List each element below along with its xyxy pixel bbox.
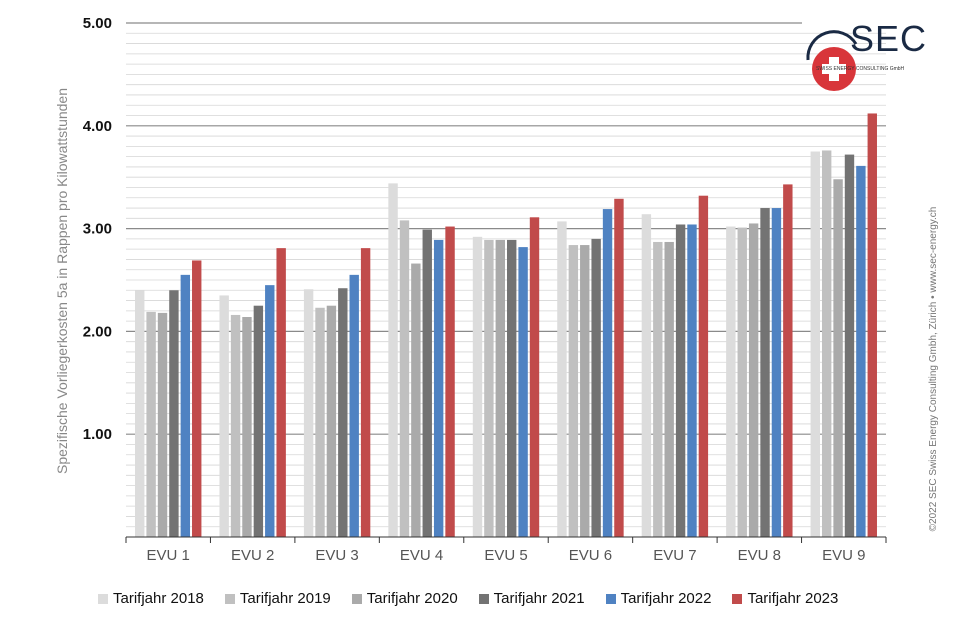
- bar: [867, 113, 877, 538]
- legend-swatch: [478, 593, 489, 604]
- bar: [303, 289, 314, 537]
- legend-swatch: [732, 593, 743, 604]
- bar: [653, 241, 663, 538]
- legend-swatch: [605, 593, 616, 604]
- bar: [360, 248, 371, 537]
- bar: [602, 209, 613, 537]
- legend-label: Tarifjahr 2021: [493, 590, 585, 607]
- x-tick-label: EVU 1: [147, 547, 190, 564]
- bar: [760, 208, 770, 538]
- legend-item: Tarifjahr 2023: [732, 590, 838, 607]
- bars: [125, 113, 887, 543]
- bar: [169, 290, 179, 537]
- y-tick-label: 3.00: [83, 221, 112, 238]
- legend-label: Tarifjahr 2019: [239, 590, 331, 607]
- y-tick-label: 2.00: [83, 323, 112, 340]
- legend-swatch: [351, 593, 362, 604]
- bar: [844, 154, 855, 538]
- bar: [821, 150, 832, 538]
- bar: [192, 260, 202, 537]
- logo-subtitle: SWISS ENERGY CONSULTING GmbH: [816, 66, 905, 72]
- bar: [856, 165, 866, 537]
- logo-text: SEC: [850, 18, 928, 59]
- bar: [737, 227, 747, 537]
- bar: [591, 238, 601, 537]
- bar: [529, 217, 540, 538]
- legend-item: Tarifjahr 2018: [98, 590, 204, 607]
- bar: [472, 236, 483, 537]
- legend-item: Tarifjahr 2020: [351, 590, 458, 607]
- bar: [580, 245, 590, 537]
- bar: [518, 247, 528, 537]
- x-tick-label: EVU 3: [315, 547, 358, 564]
- bar: [422, 229, 432, 538]
- y-axis-ticks: 1.00 2.00 3.00 4.00 5.00: [83, 15, 112, 443]
- bar: [833, 179, 843, 538]
- bar: [748, 223, 759, 537]
- bar: [445, 226, 455, 537]
- grid-lines: [126, 22, 886, 528]
- y-tick-label: 1.00: [83, 426, 112, 443]
- y-tick-label: 4.00: [83, 118, 112, 135]
- bar: [726, 226, 736, 537]
- bar: [783, 184, 793, 537]
- bar: [253, 305, 264, 537]
- x-axis-ticks: EVU 1 EVU 2 EVU 3 EVU 4 EVU 5 EVU 6 EVU 7 EVU 8…: [147, 547, 866, 564]
- bar: [146, 311, 156, 537]
- sec-logo: SEC SWISS ENERGY CONSULTING GmbH: [804, 14, 934, 94]
- legend-swatch: [224, 593, 235, 604]
- y-axis-label: Spezifische Vorliegerkosten 5a in Rappen…: [54, 88, 70, 474]
- bar: [388, 183, 398, 538]
- bar: [484, 239, 494, 537]
- bar: [495, 239, 505, 537]
- bar: [568, 245, 579, 537]
- x-tick-label: EVU 6: [569, 547, 612, 564]
- x-tick-label: EVU 8: [738, 547, 781, 564]
- bar: [507, 239, 517, 537]
- x-tick-label: EVU 7: [653, 547, 696, 564]
- copyright-text: ©2022 SEC Swiss Energy Consulting Gmbh, …: [928, 207, 939, 532]
- bar: [664, 241, 674, 538]
- y-tick-label: 5.00: [83, 15, 112, 32]
- bar: [810, 151, 820, 537]
- legend-swatch: [98, 593, 108, 604]
- x-tick-label: EVU 9: [822, 547, 865, 564]
- bar: [338, 288, 348, 537]
- bar: [771, 208, 782, 538]
- bar: [157, 312, 168, 537]
- x-tick-label: EVU 4: [400, 547, 443, 564]
- bar: [675, 224, 686, 537]
- bar: [276, 248, 286, 537]
- legend-label: Tarifjahr 2018: [113, 590, 204, 607]
- bar: [614, 198, 624, 537]
- bar: [315, 307, 325, 537]
- bar: [687, 224, 697, 537]
- bar: [265, 285, 275, 537]
- bar: [230, 314, 241, 537]
- x-tick-label: EVU 2: [231, 547, 274, 564]
- bar: [698, 195, 709, 538]
- legend-item: Tarifjahr 2019: [224, 590, 331, 607]
- legend-item: Tarifjahr 2022: [605, 590, 712, 607]
- legend-label: Tarifjahr 2020: [366, 590, 458, 607]
- bar: [399, 220, 410, 537]
- bar: [349, 274, 359, 537]
- legend: Tarifjahr 2018 Tarifjahr 2019 Tarifjahr 20…: [98, 590, 859, 607]
- bar: [557, 221, 567, 538]
- bar: [433, 239, 444, 537]
- bar: [135, 290, 145, 537]
- legend-item: Tarifjahr 2021: [478, 590, 585, 607]
- bar: [326, 305, 337, 537]
- bar: [219, 295, 229, 537]
- legend-label: Tarifjahr 2023: [747, 590, 839, 607]
- legend-label: Tarifjahr 2022: [620, 590, 712, 607]
- x-tick-label: EVU 5: [484, 547, 527, 564]
- swiss-cross-icon: [806, 30, 858, 91]
- bar: [242, 317, 252, 537]
- bar: [411, 263, 421, 537]
- bar: [180, 274, 191, 537]
- bar: [641, 214, 652, 537]
